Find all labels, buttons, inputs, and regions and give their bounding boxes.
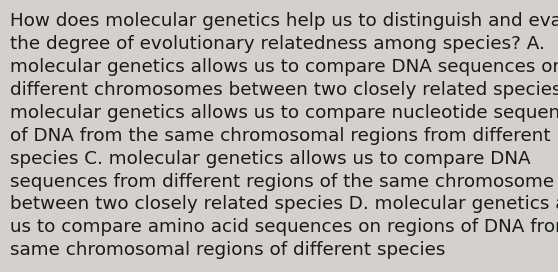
Text: How does molecular genetics help us to distinguish and evaluate
the degree of ev: How does molecular genetics help us to d…: [10, 12, 558, 259]
